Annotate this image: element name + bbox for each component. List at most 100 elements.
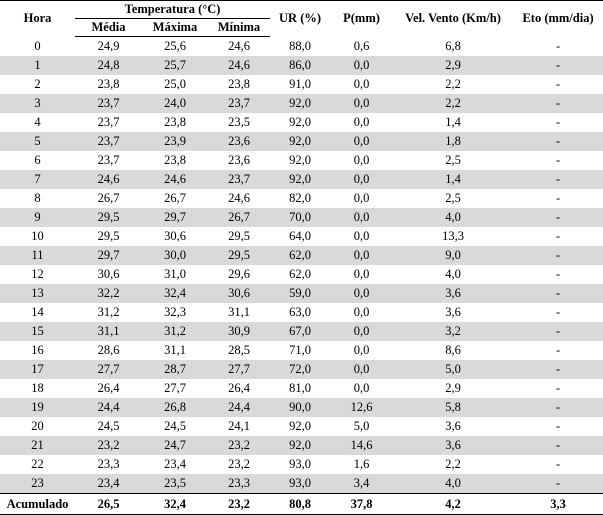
table-cell: - [513, 94, 603, 113]
header-cell: Hora [0, 0, 75, 37]
table-cell: 70,0 [270, 208, 331, 227]
table-cell: - [513, 56, 603, 75]
table-cell: 17 [0, 360, 75, 379]
table-cell: 92,0 [289, 115, 311, 129]
table-cell: 3,6 [393, 284, 514, 303]
table-cell: 2 [34, 77, 41, 91]
table-cell: 28,7 [142, 360, 208, 379]
table-cell: 13,3 [442, 229, 464, 243]
table-cell: 30,6 [97, 267, 120, 281]
header-cell: UR (%) [270, 0, 331, 37]
table-cell: - [555, 419, 561, 433]
header-cell: Mínima [208, 18, 271, 37]
table-cell: 62,0 [289, 267, 311, 281]
table-cell: 93,0 [289, 457, 311, 471]
table-cell: 14 [31, 305, 44, 319]
table-cell: 0,0 [353, 381, 370, 395]
table-cell: 23,2 [208, 436, 271, 455]
table-cell: 6 [34, 153, 41, 167]
table-cell: 25,7 [142, 56, 208, 75]
table-cell: 23,6 [208, 132, 271, 151]
table-cell: 29,7 [142, 208, 208, 227]
table-cell: 3,4 [330, 474, 394, 494]
table-cell: - [555, 153, 561, 167]
table-cell: - [513, 132, 603, 151]
table-cell: 9,0 [393, 246, 514, 265]
table-cell: 11 [0, 246, 75, 265]
table-cell: 1 [0, 56, 75, 75]
table-cell: 63,0 [289, 305, 311, 319]
table-cell: 0,0 [353, 267, 370, 281]
table-cell: 19 [0, 398, 75, 417]
table-cell: 2,9 [445, 381, 461, 395]
table-cell: 12,6 [330, 398, 394, 417]
table-cell: 23,7 [75, 94, 142, 113]
table-cell: 0,0 [353, 77, 370, 91]
table-cell: 23,8 [164, 153, 186, 167]
table-cell: 26,5 [75, 493, 142, 515]
table-cell: 23,4 [75, 474, 142, 494]
table-cell: - [555, 343, 561, 357]
table-cell: 71,0 [289, 343, 311, 357]
table-cell: 23,7 [208, 170, 271, 189]
table-cell: 29,7 [75, 246, 142, 265]
table-cell: - [513, 170, 603, 189]
table-cell: 23 [0, 474, 75, 494]
table-row: 0 24,9 25,6 24,6 88,0 0,6 6,8 - [0, 37, 603, 57]
table-cell: 30,9 [208, 322, 271, 341]
table-cell: 29,5 [75, 208, 142, 227]
table-cell: 23,2 [228, 457, 250, 471]
table-cell: 29,5 [97, 229, 120, 243]
table-cell: 92,0 [270, 170, 331, 189]
table-cell: 8,6 [445, 343, 461, 357]
table-cell: 92,0 [270, 132, 331, 151]
table-cell: 23,5 [142, 474, 208, 494]
table-cell: 4,0 [393, 208, 514, 227]
table-cell: 25,6 [164, 39, 186, 53]
table-cell: 67,0 [270, 322, 331, 341]
table-row: 8 26,7 26,7 24,6 82,0 0,0 2,5 - [0, 189, 603, 208]
table-cell: 4,0 [445, 267, 461, 281]
table-cell: 7 [0, 170, 75, 189]
table-cell: 1,8 [393, 132, 514, 151]
table-cell: 64,0 [289, 229, 311, 243]
table-row: 15 31,1 31,2 30,9 67,0 0,0 3,2- [0, 322, 603, 341]
table-cell: 0,0 [330, 360, 394, 379]
table-cell: - [555, 38, 561, 53]
table-cell: 0,0 [353, 229, 370, 243]
table-cell: 2,2 [393, 94, 514, 113]
header-cell: Máxima [142, 18, 208, 37]
table-cell: 26,7 [208, 208, 271, 227]
table-cell: 32,2 [75, 284, 142, 303]
table-cell: 29,5 [228, 229, 250, 243]
table-cell: 5,0 [353, 419, 370, 433]
table-cell: 0,0 [353, 191, 370, 205]
table-cell: - [555, 305, 561, 319]
table-cell: 23,8 [164, 115, 186, 129]
table-cell: - [555, 229, 561, 243]
table-cell: 0,0 [353, 153, 370, 167]
table-cell: 2,2 [445, 77, 461, 91]
table-cell: 30,6 [208, 284, 271, 303]
header-cell: Temperatura (°C) [75, 0, 271, 19]
table-row: 17 27,7 28,7 27,7 72,0 0,0 5,0- [0, 360, 603, 379]
total-row: Acumulado 26,5 32,4 23,2 80,8 37,8 4,2 3,3 [0, 493, 603, 515]
table-cell: 23,3 [97, 457, 120, 471]
table-cell: - [513, 474, 603, 494]
table-cell: 21 [0, 436, 75, 455]
table-row: 18 26,4 27,7 26,4 81,0 0,0 2,9 - [0, 379, 603, 398]
table-cell: 18 [31, 381, 44, 395]
table-cell: 0,0 [330, 246, 394, 265]
table-cell: 3 [0, 94, 75, 113]
table-cell: 26,4 [228, 381, 250, 395]
table-cell: Acumulado [0, 493, 75, 515]
table-row: 21 23,2 24,7 23,2 92,0 14,6 3,6- [0, 436, 603, 455]
table-cell: 3,6 [445, 305, 461, 319]
table-cell: 0,0 [330, 322, 394, 341]
table-cell: 92,0 [289, 153, 311, 167]
table-row: 13 32,2 32,4 30,6 59,0 0,0 3,6- [0, 284, 603, 303]
table-cell: 72,0 [270, 360, 331, 379]
table-cell: 30,6 [164, 229, 186, 243]
table-cell: 26,7 [164, 191, 186, 205]
